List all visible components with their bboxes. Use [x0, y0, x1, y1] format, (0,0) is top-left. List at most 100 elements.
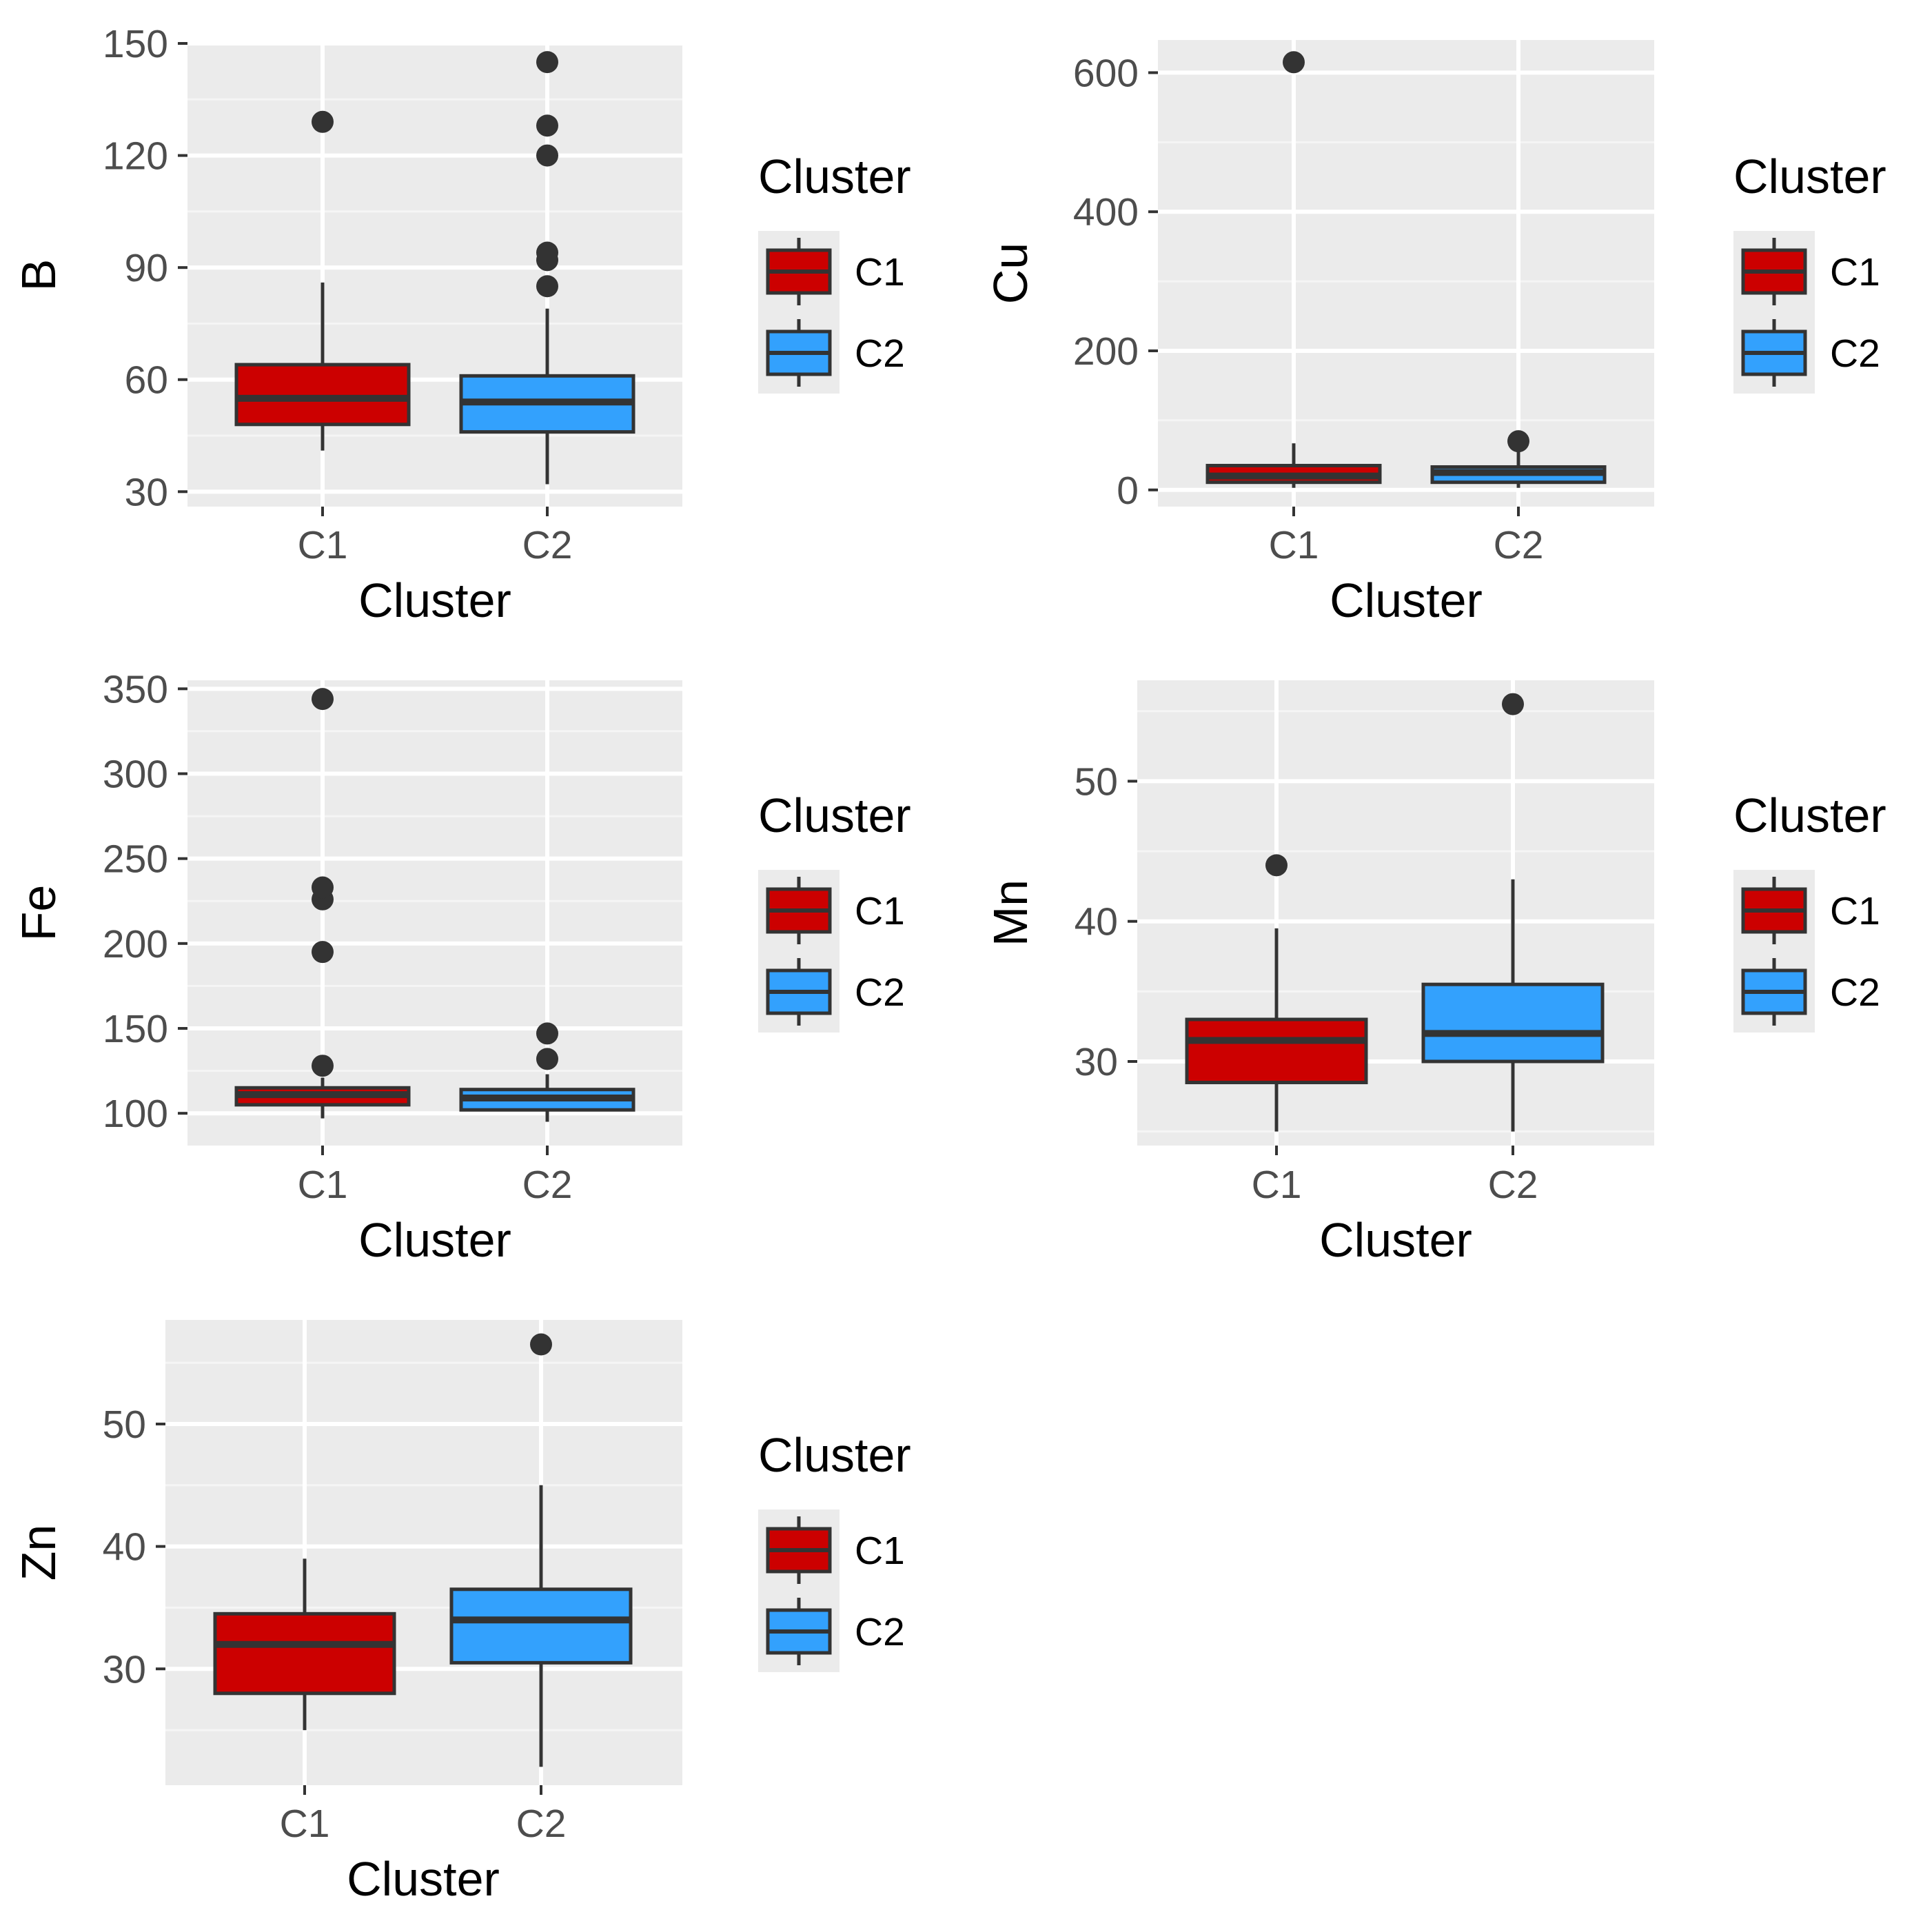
- legend-label: C2: [855, 970, 905, 1015]
- y-tick-label: 600: [1073, 51, 1139, 95]
- x-tick-label: C1: [298, 1163, 348, 1207]
- x-axis-title: Cluster: [1319, 1213, 1472, 1267]
- box-c1: [1205, 51, 1382, 488]
- y-tick-label: 300: [103, 752, 168, 796]
- chart-panel-mn: 30 40 50 C1 C2 Cluster Mn Cluster C1 C2: [984, 680, 1886, 1267]
- box-c1: [213, 1558, 396, 1731]
- box-c1: [234, 688, 411, 1119]
- legend: Cluster C1 C2: [1733, 150, 1886, 394]
- box-c1: [234, 110, 411, 451]
- outlier-point: [312, 941, 334, 964]
- legend-label: C1: [1830, 889, 1880, 933]
- y-tick-label: 40: [1075, 900, 1118, 944]
- legend: Cluster C1 C2: [1733, 789, 1886, 1033]
- box-c2: [1421, 693, 1605, 1132]
- y-tick-label: 120: [103, 134, 168, 179]
- legend: Cluster C1 C2: [758, 789, 911, 1033]
- outlier-point: [312, 876, 334, 899]
- y-tick-label: 30: [1075, 1040, 1118, 1084]
- legend-label: C2: [855, 332, 905, 376]
- y-tick-label: 200: [1073, 329, 1139, 374]
- legend-label: C1: [855, 1529, 905, 1573]
- y-tick-label: 150: [103, 1007, 168, 1051]
- outlier-point: [312, 688, 334, 711]
- y-axis-title: Mn: [984, 879, 1037, 946]
- x-tick-label: C1: [280, 1802, 330, 1846]
- legend: Cluster C1 C2: [758, 150, 911, 394]
- box-c1: [1185, 854, 1368, 1132]
- legend-title: Cluster: [758, 150, 911, 203]
- panel-background: [165, 1320, 682, 1785]
- x-tick-label: C2: [522, 523, 573, 567]
- outlier-point: [536, 275, 558, 298]
- y-axis-title: Cu: [984, 243, 1037, 304]
- x-axis-title: Cluster: [347, 1852, 500, 1906]
- box-c2: [459, 1022, 635, 1122]
- outlier-point: [1502, 693, 1524, 715]
- legend-label: C1: [1830, 250, 1880, 294]
- y-tick-label: 30: [103, 1647, 146, 1691]
- box-c2: [449, 1333, 633, 1767]
- legend-label: C1: [855, 889, 905, 933]
- y-tick-label: 100: [103, 1092, 168, 1136]
- outlier-point: [1283, 51, 1305, 74]
- box-iqr: [234, 363, 411, 427]
- outlier-point: [536, 1022, 558, 1045]
- y-axis-title: Zn: [12, 1525, 65, 1581]
- y-tick-label: 50: [103, 1403, 146, 1447]
- outlier-point: [312, 1055, 334, 1077]
- chart-panel-zn: 30 40 50 C1 C2 Cluster Zn Cluster C1 C2: [12, 1320, 911, 1906]
- outlier-point: [536, 1048, 558, 1070]
- legend-label: C2: [1830, 970, 1880, 1015]
- x-axis-title: Cluster: [1330, 573, 1483, 627]
- x-tick-label: C1: [1252, 1163, 1302, 1207]
- x-axis-title: Cluster: [358, 573, 511, 627]
- panel-background: [187, 43, 682, 507]
- y-tick-label: 250: [103, 837, 168, 882]
- outlier-point: [536, 114, 558, 137]
- y-axis-title: Fe: [12, 885, 65, 942]
- legend-title: Cluster: [758, 789, 911, 842]
- box-iqr: [213, 1611, 396, 1696]
- box-iqr: [449, 1587, 633, 1665]
- y-tick-label: 40: [103, 1525, 146, 1569]
- y-tick-label: 200: [103, 922, 168, 966]
- legend: Cluster C1 C2: [758, 1428, 911, 1672]
- x-tick-label: C2: [1488, 1163, 1538, 1207]
- box-c2: [459, 51, 635, 485]
- outlier-point: [1507, 430, 1529, 453]
- outlier-point: [312, 110, 334, 133]
- y-tick-label: 150: [103, 22, 168, 66]
- legend-label: C2: [855, 1610, 905, 1654]
- y-tick-label: 400: [1073, 190, 1139, 234]
- x-tick-label: C2: [516, 1802, 567, 1846]
- outlier-point: [530, 1333, 552, 1356]
- y-tick-label: 0: [1117, 469, 1139, 513]
- x-axis-title: Cluster: [358, 1213, 511, 1267]
- y-tick-label: 50: [1075, 760, 1118, 804]
- y-tick-label: 30: [125, 470, 168, 514]
- outlier-point: [536, 241, 558, 264]
- outlier-point: [536, 144, 558, 167]
- x-tick-label: C2: [1494, 523, 1544, 567]
- y-tick-label: 90: [125, 246, 168, 290]
- panel-background: [187, 680, 682, 1146]
- box-iqr: [1421, 982, 1605, 1064]
- y-tick-label: 350: [103, 667, 168, 711]
- y-tick-label: 60: [125, 358, 168, 403]
- box-c2: [1430, 430, 1607, 488]
- legend-label: C2: [1830, 332, 1880, 376]
- box-iqr: [1185, 1017, 1368, 1085]
- x-tick-label: C1: [298, 523, 348, 567]
- outlier-point: [536, 51, 558, 74]
- legend-title: Cluster: [1733, 150, 1886, 203]
- outlier-point: [1265, 854, 1288, 877]
- y-axis-title: B: [12, 259, 65, 292]
- x-tick-label: C1: [1269, 523, 1319, 567]
- panel-background: [1158, 40, 1654, 507]
- legend-title: Cluster: [758, 1428, 911, 1482]
